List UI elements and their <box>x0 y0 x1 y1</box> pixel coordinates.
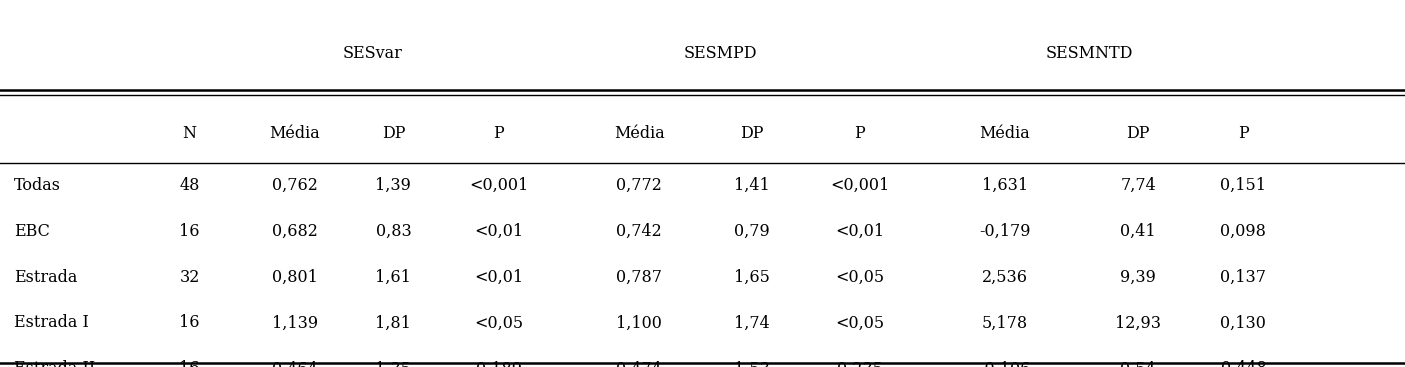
Text: <0,05: <0,05 <box>836 269 884 286</box>
Text: 16: 16 <box>180 223 200 240</box>
Text: 0,801: 0,801 <box>273 269 318 286</box>
Text: 1,100: 1,100 <box>617 315 662 331</box>
Text: DP: DP <box>1127 126 1149 142</box>
Text: -0,106: -0,106 <box>979 360 1030 367</box>
Text: 16: 16 <box>180 315 200 331</box>
Text: 1,53: 1,53 <box>733 360 770 367</box>
Text: SESMPD: SESMPD <box>684 45 757 62</box>
Text: 0,098: 0,098 <box>1221 223 1266 240</box>
Text: <0,01: <0,01 <box>836 223 884 240</box>
Text: Média: Média <box>614 126 665 142</box>
Text: P: P <box>1238 126 1249 142</box>
Text: Média: Média <box>979 126 1030 142</box>
Text: 0,151: 0,151 <box>1221 177 1266 194</box>
Text: Média: Média <box>270 126 320 142</box>
Text: 0.448: 0.448 <box>1221 360 1266 367</box>
Text: 0,189: 0,189 <box>476 360 521 367</box>
Text: 1,631: 1,631 <box>982 177 1027 194</box>
Text: 0,772: 0,772 <box>617 177 662 194</box>
Text: 1,61: 1,61 <box>375 269 412 286</box>
Text: SESMNTD: SESMNTD <box>1045 45 1132 62</box>
Text: <0,001: <0,001 <box>830 177 889 194</box>
Text: <0,001: <0,001 <box>469 177 528 194</box>
Text: SESvar: SESvar <box>343 45 402 62</box>
Text: Estrada II: Estrada II <box>14 360 96 367</box>
Text: 0,41: 0,41 <box>1120 223 1156 240</box>
Text: 0,130: 0,130 <box>1221 315 1266 331</box>
Text: 48: 48 <box>180 177 200 194</box>
Text: 1,81: 1,81 <box>375 315 412 331</box>
Text: 9,39: 9,39 <box>1120 269 1156 286</box>
Text: 0,83: 0,83 <box>375 223 412 240</box>
Text: 0,787: 0,787 <box>617 269 662 286</box>
Text: 1,74: 1,74 <box>733 315 770 331</box>
Text: Estrada I: Estrada I <box>14 315 89 331</box>
Text: 0,79: 0,79 <box>733 223 770 240</box>
Text: <0,01: <0,01 <box>475 223 523 240</box>
Text: 16: 16 <box>180 360 200 367</box>
Text: 0,474: 0,474 <box>617 360 662 367</box>
Text: 2,536: 2,536 <box>982 269 1027 286</box>
Text: 0,137: 0,137 <box>1221 269 1266 286</box>
Text: 1,139: 1,139 <box>273 315 318 331</box>
Text: 5,178: 5,178 <box>982 315 1027 331</box>
Text: 12,93: 12,93 <box>1116 315 1161 331</box>
Text: EBC: EBC <box>14 223 51 240</box>
Text: 1,39: 1,39 <box>375 177 412 194</box>
Text: <0,05: <0,05 <box>836 315 884 331</box>
Text: P: P <box>854 126 865 142</box>
Text: <0,01: <0,01 <box>475 269 523 286</box>
Text: 0,464: 0,464 <box>273 360 318 367</box>
Text: 1,35: 1,35 <box>375 360 412 367</box>
Text: 32: 32 <box>180 269 200 286</box>
Text: DP: DP <box>382 126 405 142</box>
Text: 0,682: 0,682 <box>273 223 318 240</box>
Text: Todas: Todas <box>14 177 60 194</box>
Text: 7,74: 7,74 <box>1120 177 1156 194</box>
Text: 1,65: 1,65 <box>733 269 770 286</box>
Text: 1,41: 1,41 <box>733 177 770 194</box>
Text: <0,05: <0,05 <box>475 315 523 331</box>
Text: -0,179: -0,179 <box>979 223 1030 240</box>
Text: Estrada: Estrada <box>14 269 77 286</box>
Text: 0,742: 0,742 <box>617 223 662 240</box>
Text: N: N <box>183 126 197 142</box>
Text: P: P <box>493 126 504 142</box>
Text: 0,762: 0,762 <box>273 177 318 194</box>
Text: DP: DP <box>740 126 763 142</box>
Text: 0,54: 0,54 <box>1120 360 1156 367</box>
Text: 0,235: 0,235 <box>837 360 882 367</box>
